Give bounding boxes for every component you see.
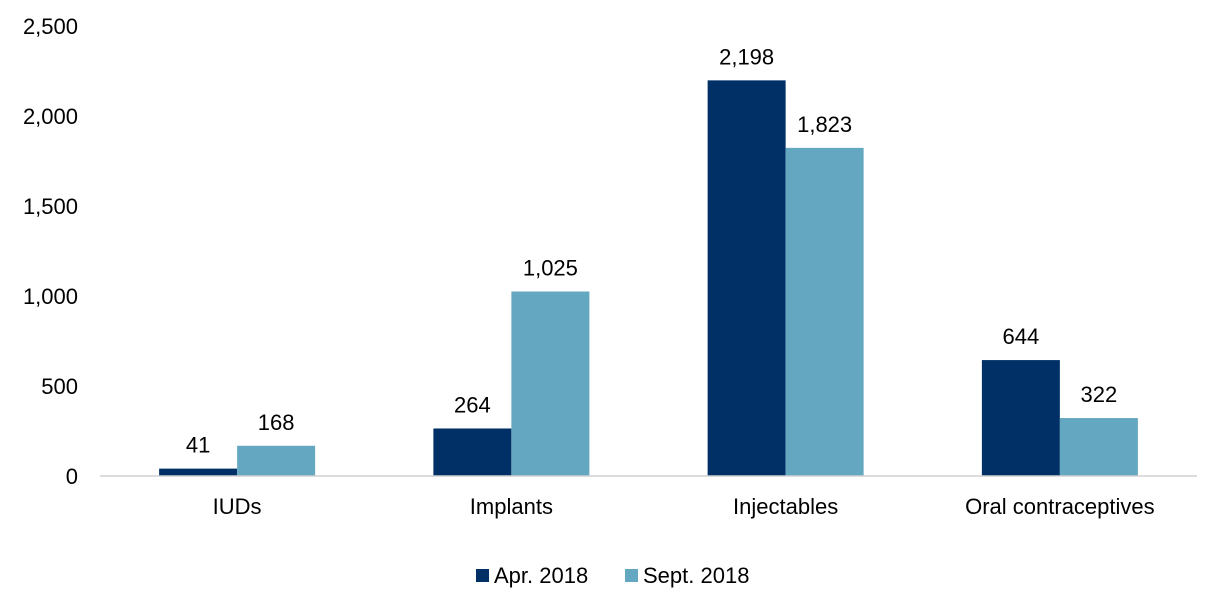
data-label: 322 xyxy=(1081,382,1118,407)
y-tick-label: 1,000 xyxy=(23,284,78,309)
legend-swatch xyxy=(625,569,638,582)
bar xyxy=(511,291,590,476)
y-tick-label: 2,500 xyxy=(23,14,78,39)
y-tick-label: 1,500 xyxy=(23,194,78,219)
x-tick-label: IUDs xyxy=(213,494,262,519)
y-tick-label: 500 xyxy=(41,374,78,399)
y-tick-label: 2,000 xyxy=(23,104,78,129)
bar xyxy=(707,80,786,477)
x-tick-label: Injectables xyxy=(733,494,838,519)
bar xyxy=(785,147,864,477)
data-label: 1,823 xyxy=(797,112,852,137)
data-label: 1,025 xyxy=(523,256,578,281)
legend-label: Sept. 2018 xyxy=(643,563,749,588)
legend-swatch xyxy=(476,569,489,582)
bar xyxy=(1059,418,1138,476)
data-label: 2,198 xyxy=(719,44,774,69)
y-tick-label: 0 xyxy=(66,464,78,489)
data-label: 168 xyxy=(258,410,295,435)
x-axis-category-labels: IUDs Implants Injectables Oral contraceptiv… xyxy=(213,494,1155,519)
data-labels: 41 168 264 1,025 2,198 1,823 644 322 xyxy=(186,44,1117,457)
bar xyxy=(237,445,316,476)
bar xyxy=(159,468,238,476)
data-label: 264 xyxy=(454,392,491,417)
bar xyxy=(981,360,1060,476)
y-axis-ticks: 0 500 1,000 1,500 2,000 2,500 xyxy=(23,14,78,489)
legend-label: Apr. 2018 xyxy=(494,563,588,588)
legend: Apr. 2018 Sept. 2018 xyxy=(476,563,749,588)
data-label: 644 xyxy=(1003,324,1040,349)
bars xyxy=(159,80,1138,477)
x-tick-label: Implants xyxy=(470,494,553,519)
bar xyxy=(433,428,512,476)
data-label: 41 xyxy=(186,433,210,458)
x-tick-label: Oral contraceptives xyxy=(965,494,1155,519)
